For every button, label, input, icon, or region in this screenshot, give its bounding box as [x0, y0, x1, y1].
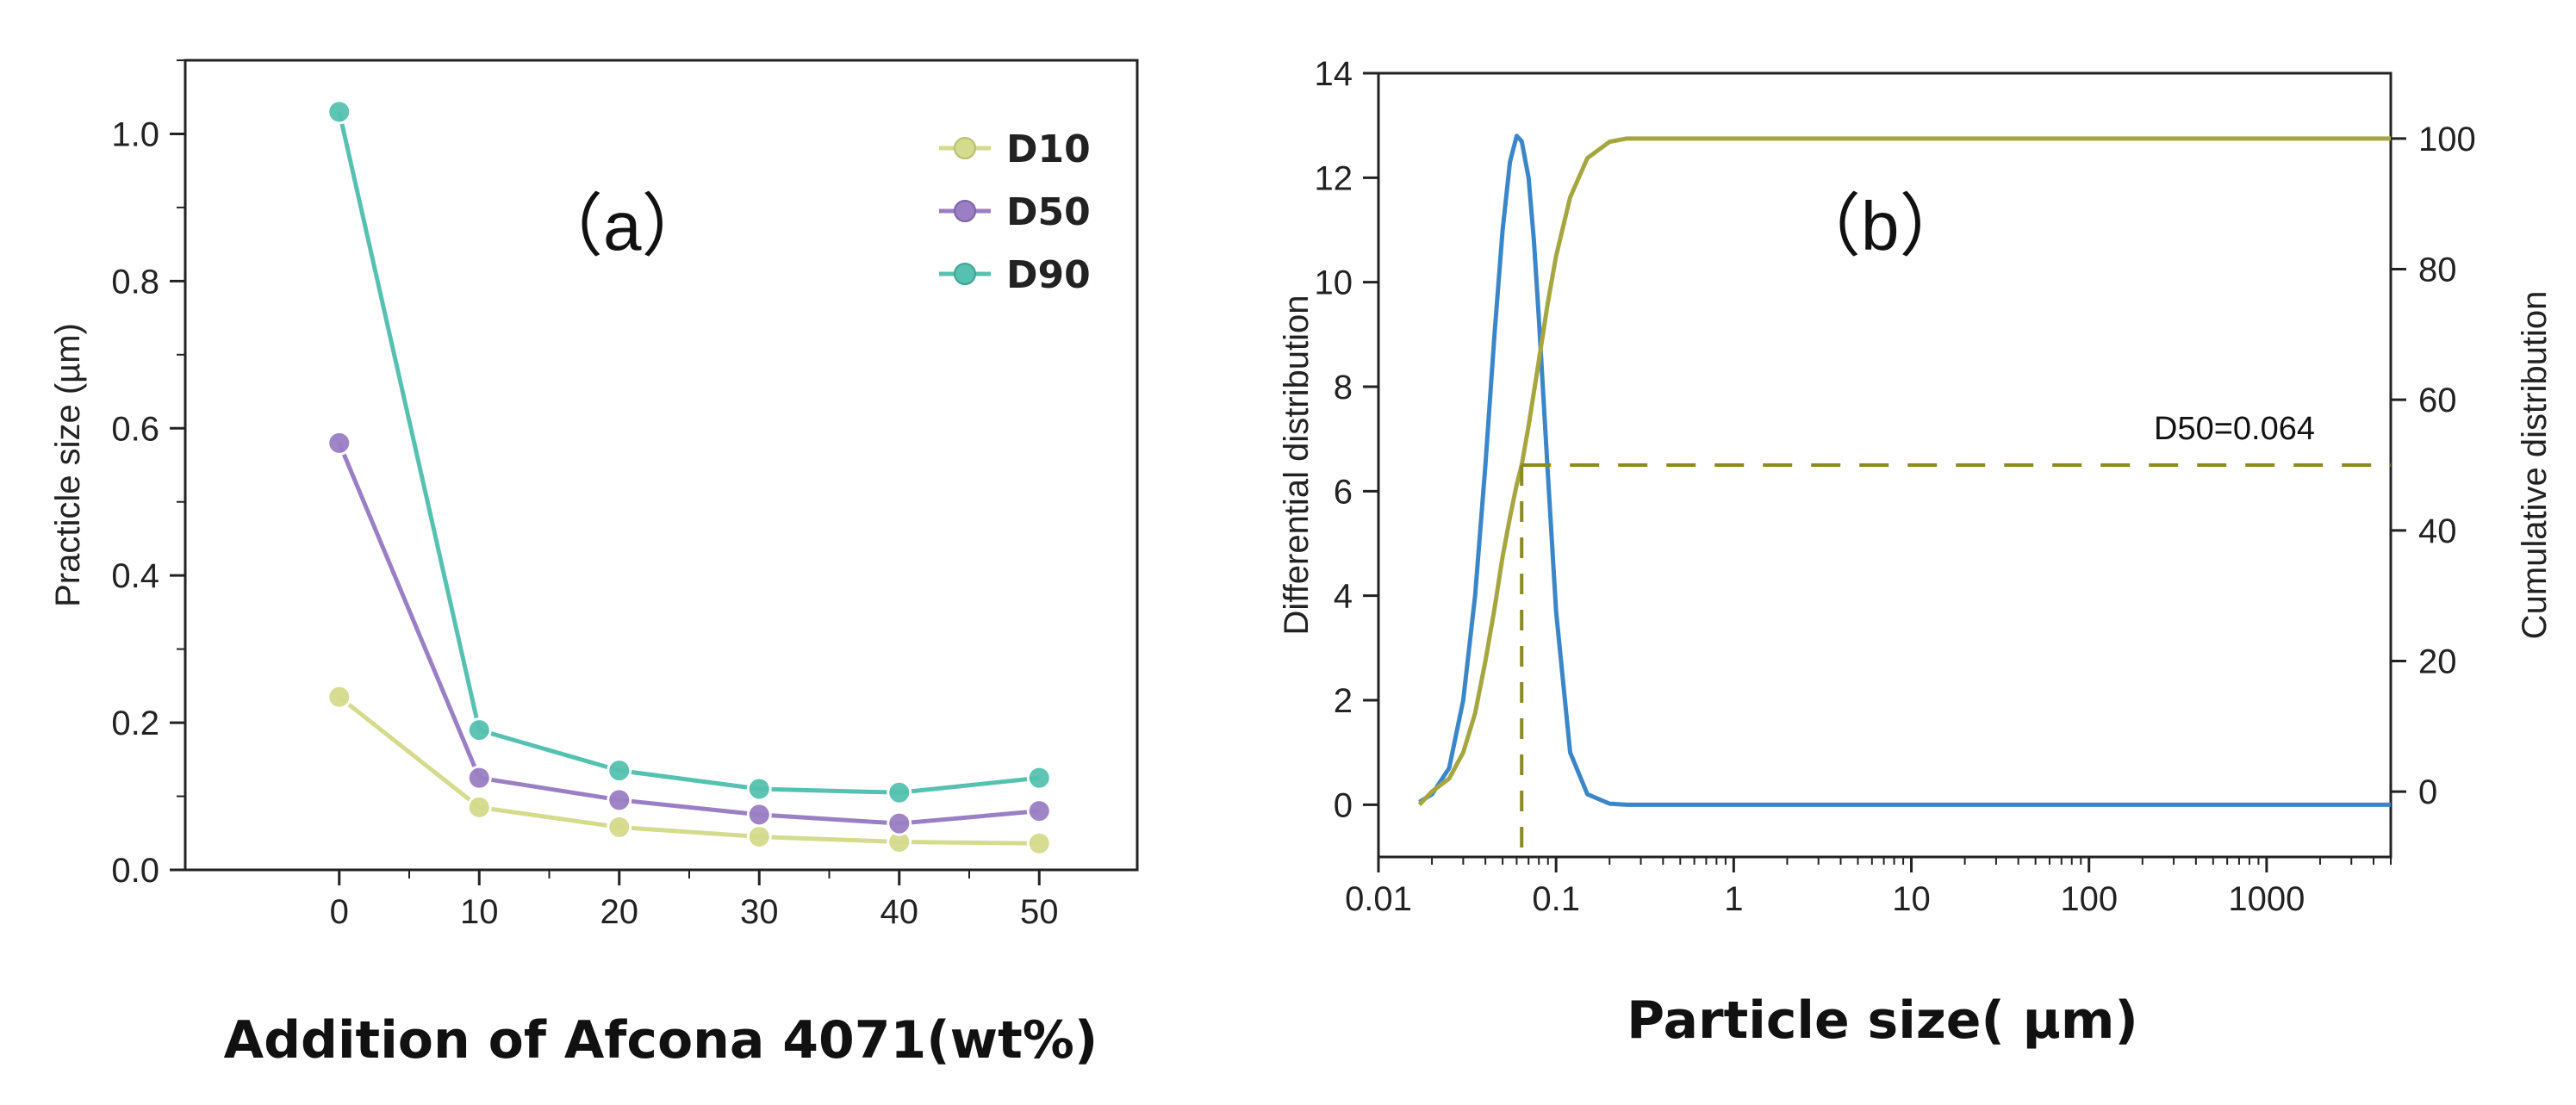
chart-a-frame — [184, 59, 1139, 872]
legend-d50-label: D50 — [1006, 190, 1091, 234]
chart-b-ytick-left-label: 0 — [1334, 786, 1353, 824]
series-d10-point — [327, 684, 352, 710]
chart-a-points — [327, 99, 1052, 856]
chart-b-xtick-label: 10 — [1892, 880, 1931, 918]
chart-b-ytick-left-label: 8 — [1334, 369, 1353, 407]
chart-b-xtick-label: 0.1 — [1532, 880, 1580, 918]
chart-a-legend: D10 D50 D90 — [939, 127, 1091, 297]
series-d50-point — [1026, 798, 1052, 824]
chart-b-xtick-label: 100 — [2060, 880, 2118, 918]
chart-a-ticks: 0 10 20 30 40 50 0.0 0.2 0.4 0.6 0.8 1.0 — [111, 59, 1059, 931]
cumulative-distribution-line — [1417, 136, 2391, 807]
series-d50-line — [337, 442, 1040, 826]
legend-d10-marker — [954, 137, 976, 159]
chart-a-xtick-label: 10 — [460, 893, 499, 931]
chart-b-ytick-left-label: 6 — [1334, 473, 1353, 511]
chart-a-panel-label: （a） — [534, 188, 711, 264]
legend-d50-marker — [954, 200, 976, 222]
chart-a-xtick-label: 50 — [1020, 893, 1059, 931]
legend-d10-label: D10 — [1006, 127, 1091, 171]
chart-b-d50-annotation: D50=0.064 — [2154, 411, 2315, 447]
series-d90-point — [887, 779, 912, 805]
chart-b-ytick-left-label: 10 — [1315, 264, 1353, 302]
series-d10-line — [338, 695, 1040, 846]
chart-b-ytick-right-label: 0 — [2418, 773, 2437, 811]
chart-a-ylabel: Practicle size (µm) — [49, 323, 87, 607]
chart-a-xtick-label: 20 — [600, 893, 639, 931]
chart-a-ytick-label: 0.2 — [111, 705, 159, 742]
chart-b-ytick-right-label: 100 — [2418, 121, 2476, 158]
chart-a-xtick-label: 40 — [880, 893, 919, 931]
legend-d90-marker — [954, 263, 976, 285]
series-d50-point — [327, 430, 352, 456]
chart-b-xtick-label: 1 — [1724, 880, 1743, 918]
series-d10-point — [1026, 830, 1052, 856]
chart-b: 0.01 0.1 1 10 100 1000 0 2 4 6 8 10 12 14 0 20 40 60 80 100… — [1278, 55, 2554, 1051]
chart-b-ylabel-left: Differential distribution — [1278, 295, 1316, 635]
chart-a-ytick-label: 0.4 — [111, 557, 159, 595]
legend-d90-label: D90 — [1006, 253, 1091, 297]
series-d10-point — [746, 824, 772, 850]
chart-b-ytick-left-label: 12 — [1315, 159, 1353, 197]
series-d90-point — [1026, 765, 1052, 791]
chart-b-xtick-label: 1000 — [2228, 880, 2305, 918]
chart-b-lines — [1417, 133, 2391, 857]
chart-a-xtick-label: 30 — [740, 893, 779, 931]
chart-b-ylabel-right: Cumulative distribution — [2516, 291, 2554, 640]
chart-b-panel-label: （b） — [1792, 188, 1969, 264]
chart-a-ytick-label: 1.0 — [111, 115, 159, 153]
series-d50-point — [746, 802, 772, 828]
chart-a-lines — [337, 111, 1040, 846]
chart-b-xlabel: Particle size( µm) — [1627, 990, 2138, 1051]
series-d50-point — [607, 787, 632, 813]
chart-b-ytick-left-label: 2 — [1334, 682, 1353, 720]
chart-b-ytick-left-label: 14 — [1315, 55, 1353, 93]
chart-b-ytick-right-label: 20 — [2418, 643, 2457, 681]
series-d90-point — [746, 776, 772, 802]
chart-b-ytick-right-label: 40 — [2418, 512, 2457, 550]
chart-a-xlabel: Addition of Afcona 4071(wt%) — [224, 1010, 1098, 1071]
chart-b-ytick-right-label: 80 — [2418, 251, 2457, 289]
chart-a: 0 10 20 30 40 50 0.0 0.2 0.4 0.6 0.8 1.0 （a） D10 D5… — [49, 59, 1139, 1071]
series-d90-point — [327, 99, 352, 125]
series-d90-line — [337, 111, 1040, 795]
chart-b-ytick-left-label: 4 — [1334, 578, 1353, 616]
chart-b-xtick-label: 0.01 — [1345, 880, 1412, 918]
chart-a-ytick-label: 0.0 — [111, 852, 159, 890]
chart-a-ytick-label: 0.8 — [111, 263, 159, 301]
series-d10-point — [466, 794, 492, 820]
series-d10-point — [607, 814, 632, 840]
series-d90-point — [607, 758, 632, 784]
differential-distribution-line — [1418, 133, 2391, 807]
chart-a-ytick-label: 0.6 — [111, 410, 159, 448]
chart-a-xtick-label: 0 — [330, 893, 349, 931]
series-d50-point — [887, 810, 912, 836]
chart-b-ytick-right-label: 60 — [2418, 382, 2457, 419]
series-d90-point — [466, 717, 492, 743]
series-d50-point — [466, 765, 492, 791]
chart-b-ticks: 0.01 0.1 1 10 100 1000 0 2 4 6 8 10 12 14 0 20 40 60 80 100 — [1315, 55, 2476, 918]
